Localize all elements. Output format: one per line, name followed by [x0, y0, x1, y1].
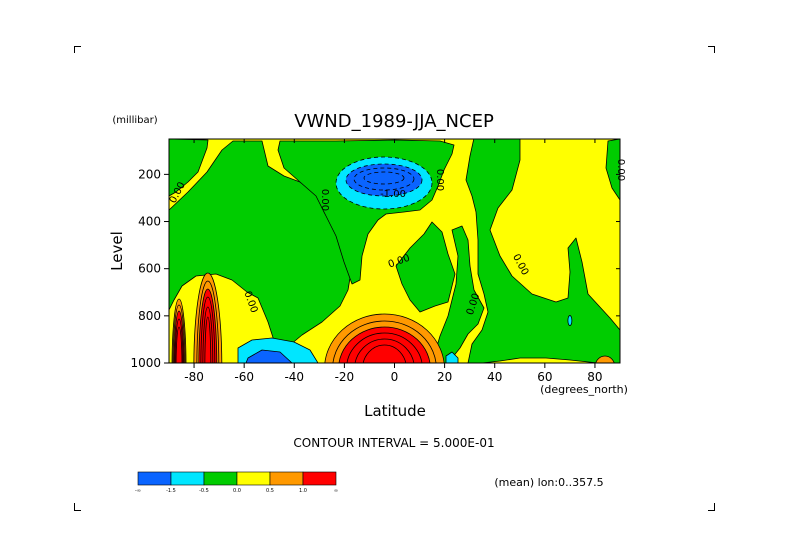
- x-tick-label: -60: [234, 370, 254, 384]
- colorbar-tick-label: -0.5: [199, 488, 209, 494]
- color-bar: -∞ -1.5 -0.5 0.0 0.5 1.0 ∞: [135, 471, 338, 494]
- x-tick-label: 60: [537, 370, 552, 384]
- y-tick-label: 800: [138, 309, 161, 323]
- x-tick-label: 0: [391, 370, 399, 384]
- crop-mark-top-left: [74, 46, 81, 53]
- colorbar-swatch: [137, 471, 172, 486]
- x-axis-ticks: -80 -60 -40 -20 0 20 40 60 80: [184, 139, 603, 384]
- colorbar-swatch: [203, 471, 238, 486]
- region-plus-arctic-surface: [595, 355, 615, 363]
- crop-mark-bottom-left: [74, 503, 81, 511]
- region-negative-southern-midlatitudes: [169, 140, 353, 351]
- crop-marks: [74, 46, 715, 511]
- region-negative-northern-subtropics: [395, 221, 456, 313]
- colorbar-tick-label: 1.0: [299, 488, 307, 494]
- crop-mark-top-right: [708, 46, 715, 53]
- y-tick-label: 200: [138, 167, 161, 181]
- y-axis-title: Level: [108, 231, 126, 271]
- region-negative-northern-midlatitudes: [465, 139, 620, 363]
- crop-mark-bottom-right: [708, 503, 715, 511]
- y-tick-label: 1000: [130, 356, 161, 370]
- chart-title: VWND_1989-JJA_NCEP: [294, 111, 494, 132]
- region-plus-southern-ocean-level-6: [204, 316, 212, 363]
- y-tick-label: 600: [138, 262, 161, 276]
- colorbar-swatch: [302, 471, 337, 486]
- region-plus-antarctic-coastal-level-5: [175, 326, 183, 363]
- x-tick-label: 80: [587, 370, 602, 384]
- colorbar-tick-label: 0.0: [233, 488, 241, 494]
- y-axis-ticks: 200 400 600 800 1000: [130, 167, 620, 370]
- colorbar-swatch: [269, 471, 304, 486]
- region-small-contour-70n: [567, 315, 573, 326]
- x-tick-label: 20: [437, 370, 452, 384]
- contour-interval: CONTOUR INTERVAL = 5.000E-01: [293, 436, 494, 450]
- x-tick-label: 40: [487, 370, 502, 384]
- x-axis-units: (degrees_north): [540, 383, 628, 396]
- contour-field: [169, 139, 620, 363]
- region-negative-southern-high-latitudes: [169, 139, 209, 197]
- region-minus-upper-jet-center: [363, 171, 405, 185]
- colorbar-tick-label: -∞: [135, 488, 141, 494]
- region-minus-low-level-equator: [445, 351, 459, 363]
- y-tick-label: 400: [138, 215, 161, 229]
- contour-label: 0.00: [615, 159, 626, 181]
- region-plus-equatorial-surface-level-6: [362, 344, 407, 363]
- x-tick-label: -80: [184, 370, 204, 384]
- y-axis-units: (millibar): [112, 115, 157, 126]
- colorbar-tick-label: 0.5: [266, 488, 274, 494]
- contour-label: 0.00: [319, 189, 330, 211]
- colorbar-tick-label: -1.5: [166, 488, 176, 494]
- region-minus-low-level-core: [245, 349, 293, 363]
- contour-label: 0.00: [434, 169, 445, 191]
- x-axis-title: Latitude: [364, 402, 426, 420]
- plot-area: -80 -60 -40 -20 0 20 40 60 80 200 400 600 800 1000 0…: [130, 138, 626, 384]
- x-tick-label: -20: [335, 370, 355, 384]
- x-tick-label: -40: [284, 370, 304, 384]
- colorbar-swatch: [236, 471, 271, 486]
- mean-annotation: (mean) lon:0..357.5: [494, 476, 603, 489]
- colorbar-tick-label: ∞: [334, 488, 338, 494]
- region-negative-northern-tropics: [431, 225, 485, 363]
- colorbar-swatch: [170, 471, 205, 486]
- contour-label: -1.00: [380, 189, 406, 200]
